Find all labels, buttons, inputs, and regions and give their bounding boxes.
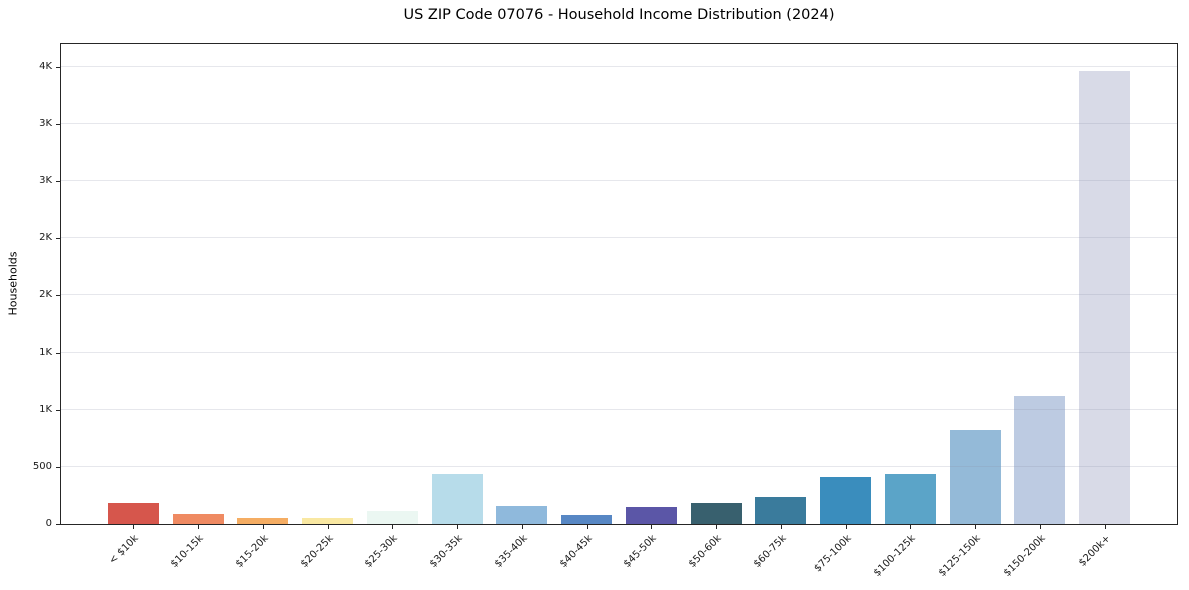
bar-100-125k [884, 474, 936, 524]
y-tick-mark [56, 124, 60, 125]
bar-45-50k [625, 506, 677, 524]
x-tick-mark [586, 525, 588, 529]
bar-10k [107, 503, 159, 524]
x-tick-mark [910, 525, 912, 529]
x-tick-mark [392, 525, 394, 529]
y-tick-label: 1K [39, 346, 52, 358]
bar-50-60k [690, 503, 742, 524]
bar-15-20k [237, 517, 289, 524]
bar-125-150k [949, 429, 1001, 524]
y-tick-label: 2K [39, 232, 52, 244]
gridline-500 [61, 465, 1177, 467]
x-tick-label: $150-200k [1001, 533, 1048, 579]
y-tick-mark [56, 295, 60, 297]
x-tick-mark [262, 525, 264, 529]
bar-75-100k [820, 476, 872, 524]
gridline-1000 [61, 408, 1177, 410]
y-axis-label: Households [6, 251, 20, 316]
gridline-2000 [61, 294, 1177, 296]
y-tick-mark [56, 238, 60, 240]
y-tick-label: 500 [32, 460, 52, 472]
y-tick-mark [56, 66, 60, 68]
x-tick-label: $15-20k [233, 533, 271, 570]
bar-150-200k [1014, 396, 1066, 524]
gridline-4000 [61, 65, 1177, 67]
x-tick-mark [327, 525, 329, 529]
x-tick-label: $10-15k [168, 533, 206, 570]
bar-30-35k [431, 474, 483, 524]
x-tick-label: $30-35k [427, 533, 465, 570]
x-tick-mark [457, 525, 459, 529]
x-tick-label: $40-45k [557, 533, 595, 570]
x-tick-mark [780, 525, 782, 529]
chart-title: US ZIP Code 07076 - Household Income Dis… [403, 7, 835, 23]
x-tick-label: $200k+ [1076, 533, 1113, 569]
x-tick-label: $25-30k [363, 533, 401, 570]
gridline-1500 [61, 351, 1177, 353]
bar-25-30k [366, 510, 418, 524]
bar-10-15k [172, 514, 224, 524]
x-tick-label: < $10k [107, 533, 142, 567]
x-tick-label: $100-125k [872, 533, 919, 579]
x-tick-mark [651, 525, 653, 529]
x-tick-label: $75-100k [811, 533, 854, 575]
x-tick-mark [845, 525, 847, 529]
x-tick-mark [716, 525, 718, 529]
x-tick-label: $20-25k [298, 533, 336, 570]
x-tick-mark [1039, 525, 1041, 529]
x-tick-label: $35-40k [492, 533, 530, 570]
y-tick-mark [56, 181, 60, 183]
x-tick-label: $125-150k [936, 533, 983, 579]
y-tick-label: 1K [39, 403, 52, 415]
y-tick-label: 3K [39, 175, 52, 187]
x-tick-label: $60-75k [751, 533, 789, 570]
x-tick-mark [975, 525, 977, 529]
bar-35-40k [496, 505, 548, 524]
x-tick-label: $45-50k [622, 533, 660, 570]
bar-200k [1079, 71, 1131, 524]
y-tick-mark [56, 409, 60, 411]
y-tick-mark [56, 466, 60, 468]
x-tick-mark [1104, 525, 1106, 529]
x-tick-mark [521, 525, 523, 529]
x-tick-mark [133, 525, 135, 529]
gridline-2500 [61, 237, 1177, 239]
y-tick-mark [56, 352, 60, 354]
x-tick-label: $50-60k [686, 533, 724, 570]
y-tick-label: 0 [45, 518, 52, 529]
y-tick-label: 2K [39, 289, 52, 301]
gridline-3500 [61, 123, 1177, 124]
y-tick-label: 3K [39, 118, 52, 129]
bar-60-75k [755, 496, 807, 524]
x-tick-mark [198, 525, 200, 529]
y-tick-label: 4K [39, 60, 52, 72]
gridline-3000 [61, 180, 1177, 182]
y-tick-mark [56, 524, 60, 525]
bar-20-25k [302, 518, 354, 524]
bar-40-45k [561, 514, 613, 524]
plot-area [60, 43, 1178, 525]
